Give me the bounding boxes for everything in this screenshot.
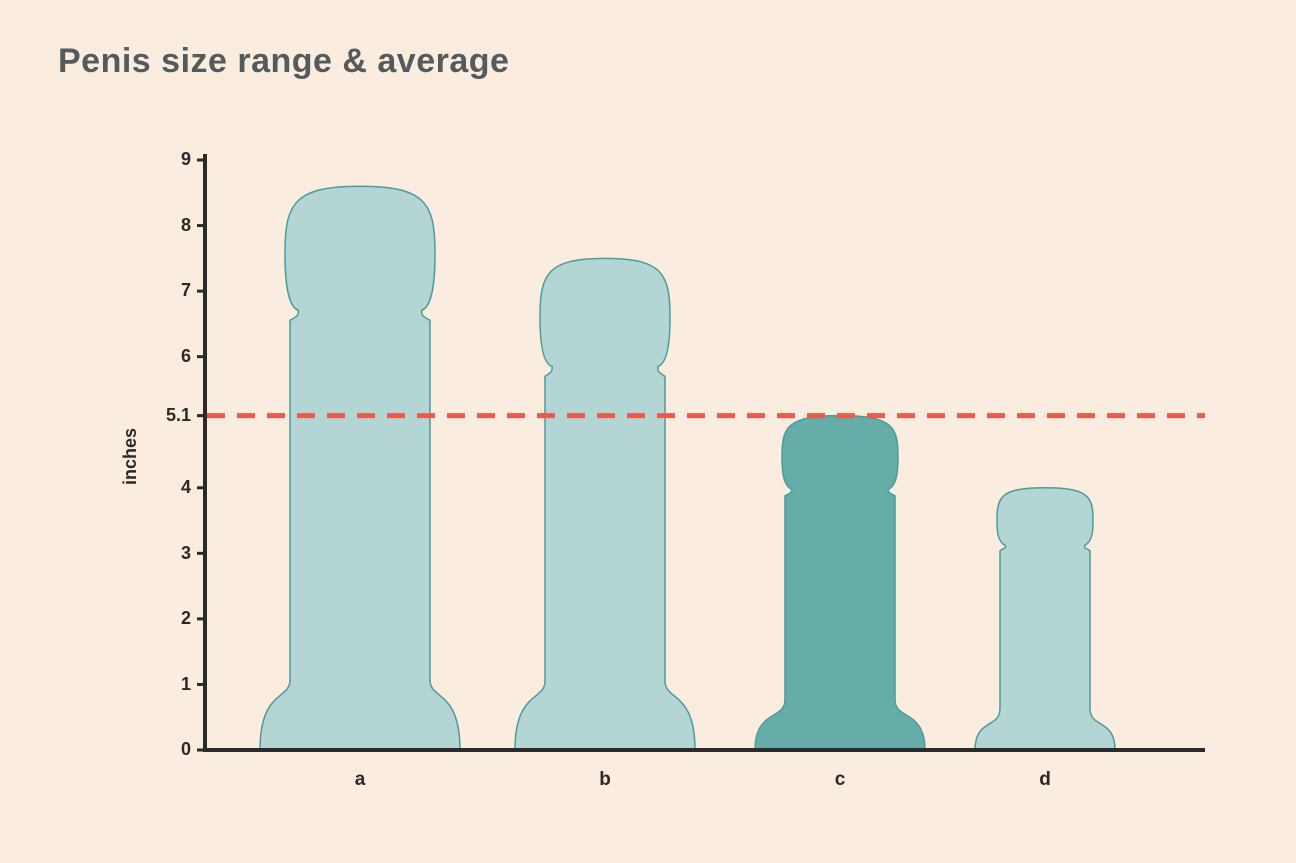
category-label-a: a — [355, 769, 366, 791]
shape-a — [260, 186, 460, 750]
shape-b — [515, 258, 695, 750]
ytick-label: 5.1 — [153, 405, 191, 426]
shape-c — [755, 416, 925, 750]
shapes-group — [260, 186, 1115, 750]
chart-title: Penis size range & average — [58, 42, 509, 81]
ytick-label: 6 — [153, 346, 191, 367]
category-label-b: b — [599, 769, 611, 791]
category-label-c: c — [835, 769, 846, 791]
ytick-label: 4 — [153, 477, 191, 498]
ytick-label: 0 — [153, 739, 191, 760]
ytick-label: 7 — [153, 280, 191, 301]
ytick-label: 3 — [153, 543, 191, 564]
ytick-label: 1 — [153, 674, 191, 695]
ytick-label: 9 — [153, 149, 191, 170]
y-axis-label: inches — [120, 427, 141, 484]
ytick-label: 2 — [153, 608, 191, 629]
category-label-d: d — [1039, 769, 1051, 791]
shape-d — [975, 488, 1115, 750]
chart-svg — [0, 0, 1296, 863]
chart-stage: Penis size range & average inches 0 1 2 3 4 5… — [0, 0, 1296, 863]
ytick-label: 8 — [153, 215, 191, 236]
